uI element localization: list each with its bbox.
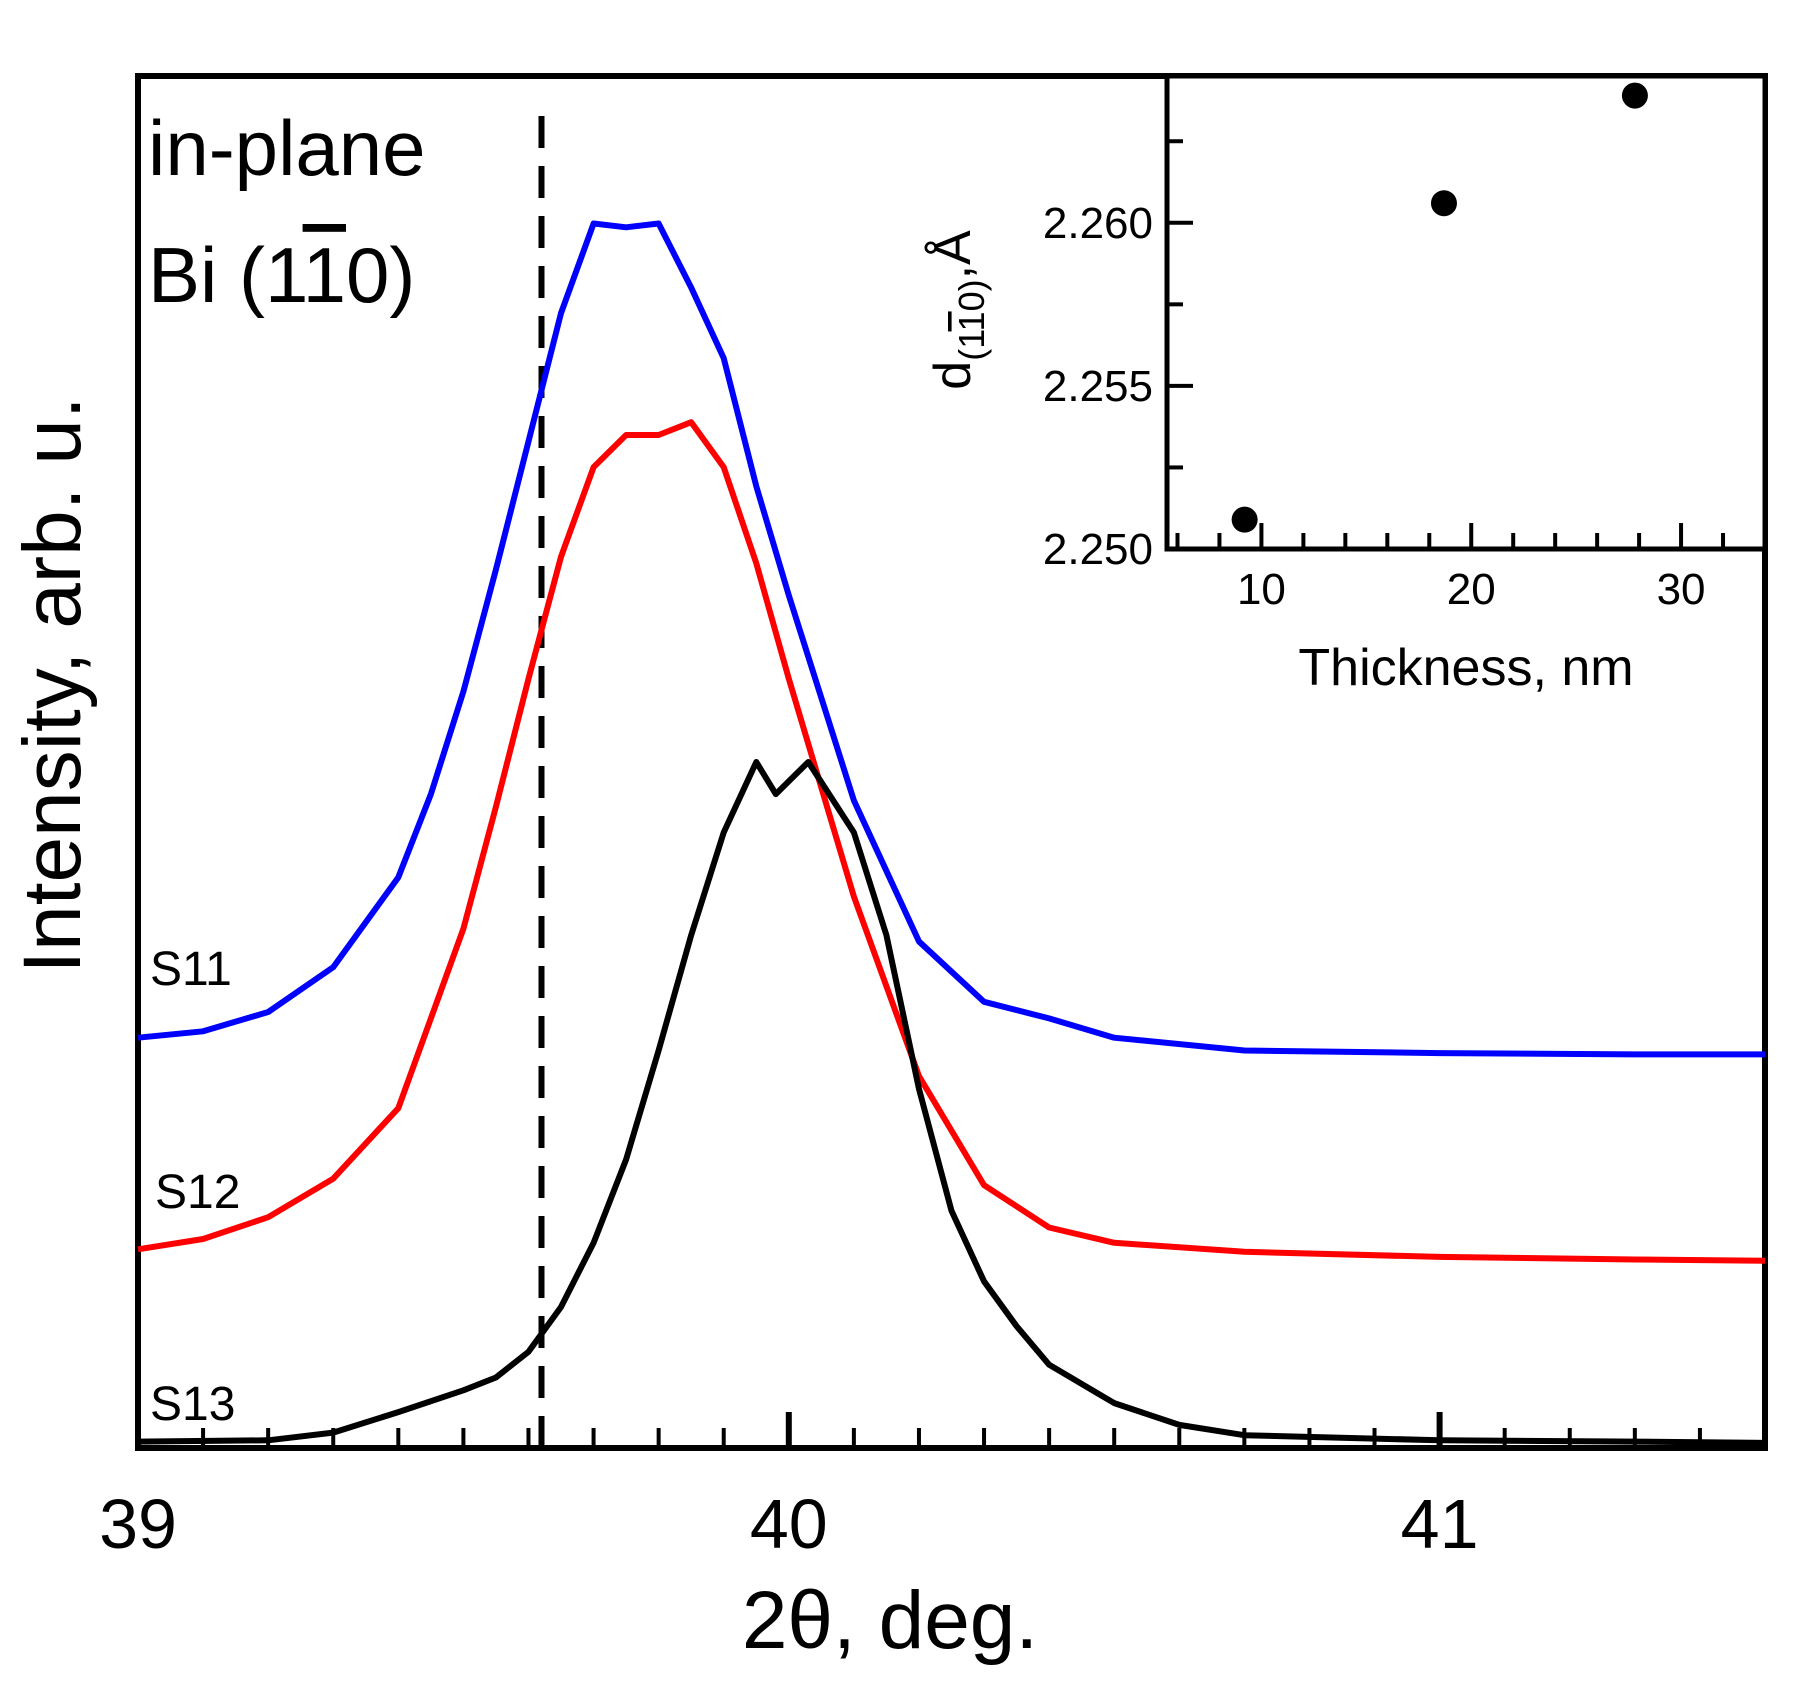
x-tick-label-41: 41 (1401, 1485, 1479, 1563)
series-label-s13: S13 (150, 1378, 235, 1431)
annotation-in-plane: in-plane (148, 104, 426, 192)
inset-x-tick-label-10: 10 (1237, 565, 1286, 614)
series-line-s11 (137, 220, 1765, 1058)
inset-x-axis-label: Thickness, nm (1298, 639, 1633, 697)
inset-data-point-2 (1430, 190, 1457, 217)
inset-y-axis-label: d(110),Å (924, 230, 992, 390)
series-line-s12 (137, 419, 1766, 1264)
inset-x-tick-label-20: 20 (1447, 565, 1496, 614)
x-tick-label-40: 40 (750, 1485, 828, 1563)
inset-points (1231, 82, 1648, 533)
inset-data-point-1 (1231, 506, 1258, 533)
series-line-s13 (137, 759, 1766, 1446)
x-axis-label: 2θ, deg. (742, 1575, 1038, 1666)
series-label-s11: S11 (150, 943, 232, 996)
y-axis-label: Intensity, arb. u. (7, 396, 98, 973)
inset-x-tick-label-30: 30 (1657, 565, 1706, 614)
annotation-bi-reflection: Bi (110) (148, 231, 415, 319)
inset-data-point-3 (1621, 82, 1648, 109)
inset-y-tick-label-2250: 2.250 (1043, 525, 1153, 574)
main-plot-frame (135, 73, 1768, 1451)
inset-ticks (1167, 139, 1767, 551)
main-series-lines (137, 220, 1766, 1446)
series-label-s12: S12 (155, 1166, 240, 1219)
inset-y-tick-label-2255: 2.255 (1043, 362, 1153, 411)
inset-y-tick-label-2260: 2.260 (1043, 199, 1153, 248)
inset-plot-frame (1164, 73, 1768, 552)
x-tick-label-39: 39 (99, 1485, 177, 1563)
